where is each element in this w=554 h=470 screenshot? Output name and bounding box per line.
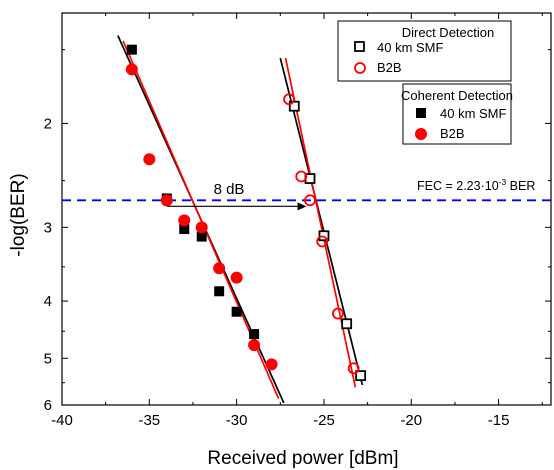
legend-direct-smf-label: 40 km SMF (377, 40, 444, 55)
legend-filled-circle-marker (415, 128, 427, 140)
legend-direct-title: Direct Detection (402, 25, 494, 40)
fit-line (279, 57, 364, 386)
data-point-coherent-b2b (178, 214, 191, 227)
legend-direct-detection: Direct Detection 40 km SMF B2B (337, 20, 512, 82)
data-point-coherent-smf (231, 306, 242, 317)
x-tick-label: -15 (488, 412, 510, 429)
x-tick-label: -25 (313, 412, 335, 429)
legend-open-circle-marker (354, 62, 366, 74)
data-point-coherent-smf (179, 224, 190, 235)
legend-coherent-b2b-label: B2B (440, 126, 465, 141)
data-point-direct-b2b (316, 235, 329, 248)
fec-label: FEC = 2.23·10 (417, 179, 499, 193)
data-point-coherent-smf (249, 329, 260, 340)
data-point-coherent-smf (214, 286, 225, 297)
data-point-coherent-b2b (195, 221, 208, 234)
x-tick-label: -20 (400, 412, 422, 429)
fec-exponent: -3 (499, 177, 507, 187)
fit-line (284, 57, 357, 388)
data-point-direct-b2b (304, 194, 316, 207)
data-point-direct-b2b (347, 362, 360, 375)
data-point-direct-smf (318, 230, 330, 242)
x-tick-label: -40 (51, 412, 73, 429)
data-point-coherent-b2b (248, 339, 261, 352)
plot-frame (61, 12, 552, 406)
y-tick-label: 2 (44, 115, 52, 132)
y-tick-label: 5 (44, 350, 52, 367)
data-point-direct-b2b (332, 307, 344, 320)
data-point-coherent-b2b (125, 63, 138, 76)
legend-coherent-smf-label: 40 km SMF (440, 106, 507, 121)
legend-coherent-detection: Coherent Detection 40 km SMF B2B (401, 83, 513, 145)
data-point-coherent-smf (196, 231, 207, 242)
x-axis-label: Received power [dBm] (207, 448, 398, 469)
data-point-direct-smf (341, 318, 353, 330)
y-axis-label: -log(BER) (8, 173, 29, 256)
x-tick-label: -35 (138, 412, 160, 429)
legend-direct-b2b-label: B2B (377, 60, 402, 75)
gap-arrow-head (297, 202, 307, 211)
data-point-coherent-b2b (213, 262, 226, 275)
plot-area: -40 -35 -30 -25 -20 -15 2 3 4 5 6 (44, 12, 552, 429)
y-tick-label: 3 (44, 219, 52, 236)
data-point-direct-smf (355, 370, 367, 382)
x-tick-label: -30 (226, 412, 248, 429)
legend-coherent-title: Coherent Detection (401, 88, 513, 103)
fec-unit: BER (506, 179, 535, 193)
legend-open-square-marker (354, 41, 365, 52)
data-point-coherent-smf (126, 44, 137, 55)
gap-label: 8 dB (214, 181, 245, 198)
fec-annotation: FEC = 2.23·10-3 BER (417, 177, 535, 193)
data-point-coherent-b2b (230, 271, 243, 284)
data-point-direct-b2b (283, 93, 295, 106)
legend-filled-square-marker (416, 108, 426, 118)
y-tick-label: 6 (44, 397, 52, 414)
data-point-coherent-b2b (265, 358, 278, 371)
data-point-direct-b2b (295, 170, 308, 183)
data-point-coherent-b2b (160, 194, 173, 207)
data-point-coherent-b2b (143, 153, 156, 166)
y-tick-label: 4 (44, 293, 52, 310)
